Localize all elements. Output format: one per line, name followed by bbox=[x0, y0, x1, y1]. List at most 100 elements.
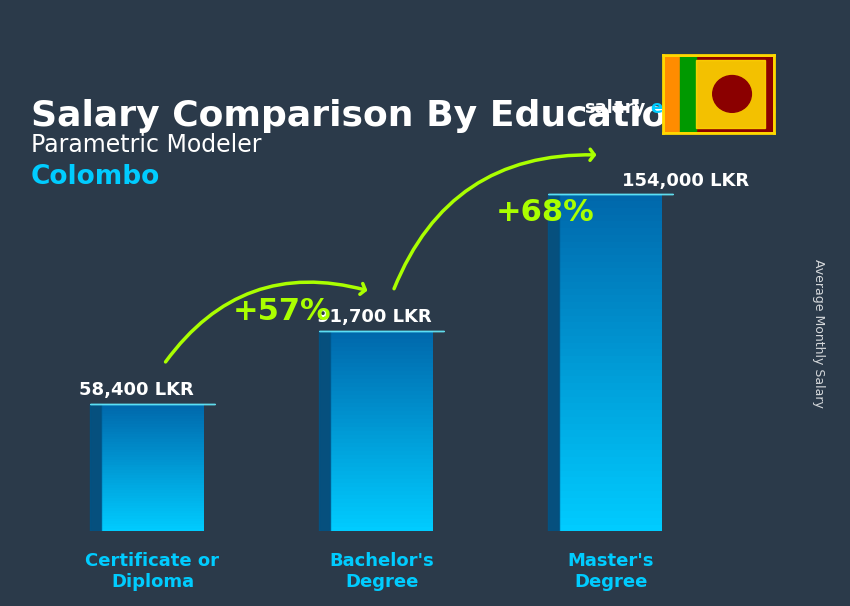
Bar bbox=[101, 496, 204, 498]
Bar bbox=[101, 421, 204, 424]
Bar bbox=[101, 506, 204, 508]
Bar bbox=[101, 503, 204, 506]
Bar bbox=[330, 435, 434, 439]
Bar bbox=[101, 483, 204, 485]
Bar bbox=[101, 524, 204, 526]
Bar bbox=[559, 275, 662, 282]
Bar bbox=[559, 424, 662, 430]
Bar bbox=[101, 450, 204, 452]
Polygon shape bbox=[90, 404, 101, 531]
Bar bbox=[330, 455, 434, 459]
Bar bbox=[330, 339, 434, 343]
Bar bbox=[330, 411, 434, 415]
Bar bbox=[101, 458, 204, 460]
Bar bbox=[101, 478, 204, 480]
Text: Colombo: Colombo bbox=[31, 164, 160, 190]
Bar bbox=[330, 439, 434, 443]
Bar bbox=[330, 427, 434, 431]
Bar bbox=[101, 513, 204, 516]
Bar bbox=[330, 359, 434, 363]
Bar bbox=[559, 242, 662, 248]
Bar bbox=[559, 329, 662, 336]
Bar bbox=[101, 431, 204, 435]
Bar bbox=[330, 347, 434, 351]
Bar bbox=[559, 457, 662, 464]
Bar bbox=[559, 336, 662, 342]
Bar bbox=[559, 471, 662, 478]
Bar bbox=[330, 503, 434, 507]
Bar bbox=[330, 467, 434, 471]
Bar bbox=[330, 331, 434, 335]
Bar bbox=[330, 395, 434, 399]
Bar bbox=[559, 248, 662, 255]
Bar bbox=[330, 491, 434, 495]
Bar bbox=[101, 408, 204, 411]
Bar bbox=[559, 430, 662, 437]
Bar bbox=[101, 452, 204, 454]
Bar bbox=[330, 479, 434, 483]
Bar bbox=[680, 55, 696, 133]
Bar bbox=[559, 450, 662, 457]
Text: +68%: +68% bbox=[496, 198, 595, 227]
Bar bbox=[559, 288, 662, 296]
Bar bbox=[101, 493, 204, 496]
Bar bbox=[330, 527, 434, 531]
Bar bbox=[330, 507, 434, 511]
Bar bbox=[101, 419, 204, 421]
Bar bbox=[101, 447, 204, 450]
Bar bbox=[101, 442, 204, 444]
Bar bbox=[101, 526, 204, 529]
Text: 58,400 LKR: 58,400 LKR bbox=[79, 381, 194, 399]
Bar bbox=[101, 516, 204, 519]
Bar bbox=[559, 504, 662, 511]
Bar bbox=[663, 55, 680, 133]
Bar bbox=[330, 399, 434, 403]
Bar bbox=[101, 521, 204, 524]
Bar bbox=[330, 447, 434, 451]
Bar bbox=[101, 501, 204, 503]
Bar bbox=[101, 437, 204, 439]
Bar bbox=[559, 396, 662, 404]
Bar bbox=[330, 511, 434, 515]
Bar bbox=[559, 404, 662, 410]
Bar bbox=[330, 375, 434, 379]
Bar bbox=[101, 485, 204, 488]
Bar bbox=[330, 515, 434, 519]
Bar bbox=[559, 262, 662, 268]
Bar bbox=[559, 215, 662, 221]
Bar bbox=[101, 439, 204, 442]
Bar bbox=[101, 488, 204, 490]
Bar bbox=[559, 268, 662, 275]
Bar bbox=[330, 403, 434, 407]
Bar bbox=[330, 415, 434, 419]
Bar bbox=[101, 529, 204, 531]
Bar bbox=[330, 443, 434, 447]
Bar bbox=[101, 480, 204, 483]
Bar bbox=[559, 478, 662, 484]
Bar bbox=[330, 367, 434, 371]
Bar bbox=[330, 519, 434, 524]
Bar bbox=[101, 465, 204, 467]
Bar bbox=[101, 424, 204, 427]
Bar bbox=[330, 391, 434, 395]
Bar bbox=[559, 201, 662, 208]
Bar bbox=[330, 459, 434, 463]
Bar bbox=[330, 379, 434, 383]
Bar bbox=[559, 390, 662, 396]
Text: Salary Comparison By Education: Salary Comparison By Education bbox=[31, 99, 692, 133]
Bar bbox=[559, 356, 662, 363]
Polygon shape bbox=[319, 331, 330, 531]
Bar bbox=[559, 417, 662, 424]
Bar bbox=[330, 419, 434, 423]
Bar bbox=[559, 370, 662, 376]
Bar bbox=[559, 410, 662, 417]
Polygon shape bbox=[548, 195, 559, 531]
Bar bbox=[330, 483, 434, 487]
Bar bbox=[101, 498, 204, 501]
Bar bbox=[559, 208, 662, 215]
Bar bbox=[330, 355, 434, 359]
Bar bbox=[101, 454, 204, 458]
Bar bbox=[101, 427, 204, 429]
Bar bbox=[330, 387, 434, 391]
Bar bbox=[101, 416, 204, 419]
